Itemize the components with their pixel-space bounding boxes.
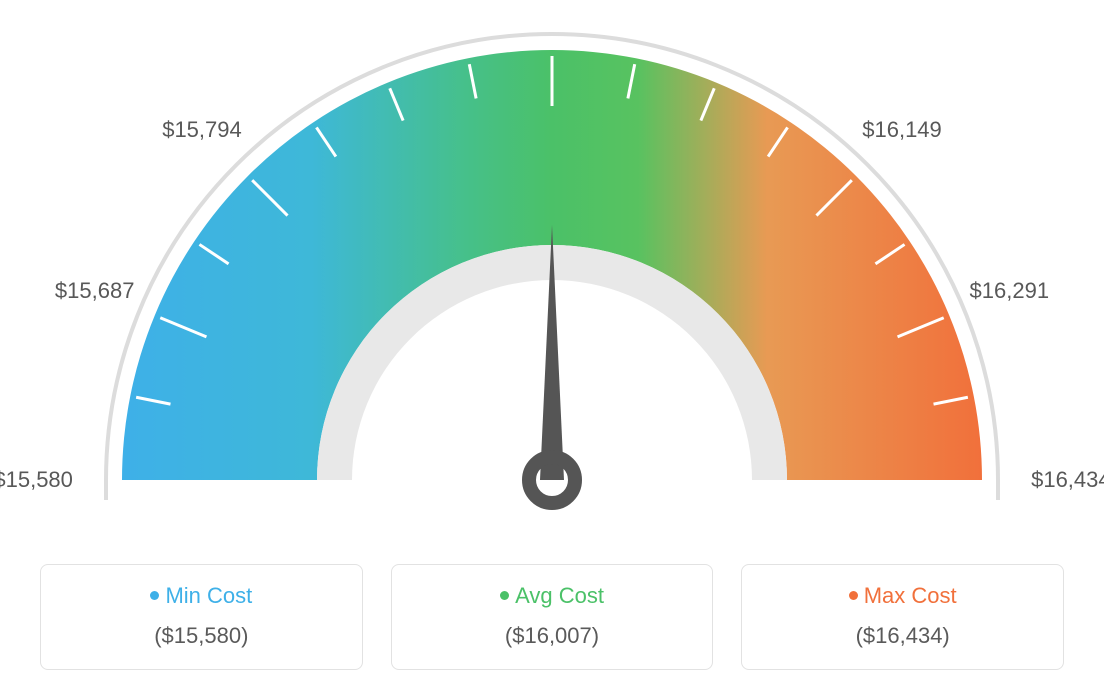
legend-dot-icon (849, 591, 858, 600)
legend-title: Max Cost (752, 583, 1053, 609)
legend-label: Avg Cost (515, 583, 604, 608)
legend-label: Min Cost (165, 583, 252, 608)
gauge-container: $15,580$15,687$15,794$16,007$16,149$16,2… (0, 0, 1104, 560)
legend-value: ($16,434) (752, 623, 1053, 649)
gauge-scale-label: $16,149 (862, 117, 942, 143)
legend-dot-icon (150, 591, 159, 600)
legend-dot-icon (500, 591, 509, 600)
legend-label: Max Cost (864, 583, 957, 608)
legend-title: Min Cost (51, 583, 352, 609)
legend-value: ($15,580) (51, 623, 352, 649)
legend-card: Max Cost ($16,434) (741, 564, 1064, 670)
gauge-svg (0, 0, 1104, 560)
gauge-scale-label: $16,434 (1031, 467, 1104, 493)
legend-row: Min Cost ($15,580) Avg Cost ($16,007) Max Co… (40, 564, 1064, 670)
gauge-scale-label: $15,580 (0, 467, 73, 493)
gauge-scale-label: $15,794 (162, 117, 242, 143)
gauge-scale-label: $16,291 (970, 278, 1050, 304)
legend-card: Min Cost ($15,580) (40, 564, 363, 670)
legend-title: Avg Cost (402, 583, 703, 609)
gauge-scale-label: $15,687 (55, 278, 135, 304)
legend-value: ($16,007) (402, 623, 703, 649)
legend-card: Avg Cost ($16,007) (391, 564, 714, 670)
